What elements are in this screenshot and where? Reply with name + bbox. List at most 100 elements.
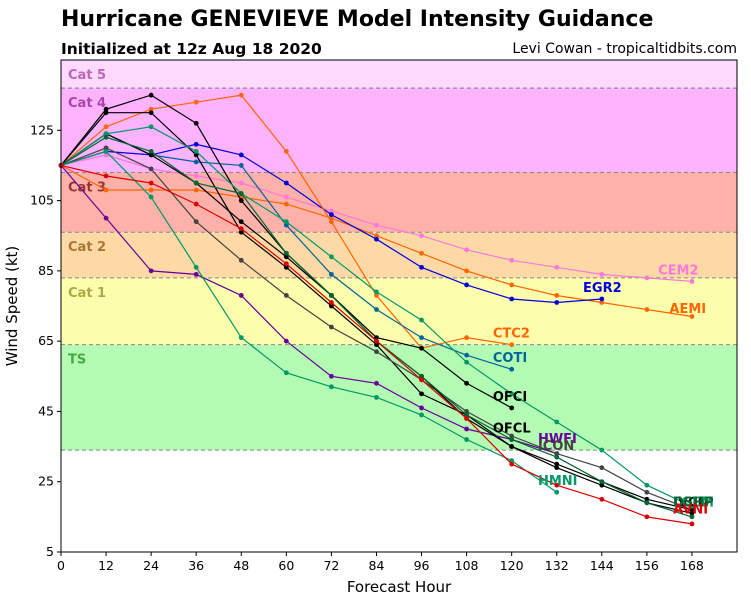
data-point-avni — [103, 173, 109, 179]
band-cat-3 — [61, 172, 737, 233]
data-point-coti — [419, 335, 424, 341]
x-tick-label: 36 — [188, 558, 204, 573]
data-point-cem2 — [329, 208, 334, 214]
series-hmni — [58, 148, 560, 495]
data-point-cem2 — [374, 222, 379, 228]
data-point-lgem — [374, 289, 379, 295]
data-point-dshp — [283, 250, 289, 256]
data-point-icon — [509, 433, 515, 439]
data-point-ivcn — [689, 507, 695, 513]
x-tick-label: 0 — [57, 558, 65, 573]
data-point-ofci — [238, 198, 244, 203]
data-point-icon — [374, 349, 379, 355]
data-point-hwfi — [193, 271, 199, 277]
series-label-hmni: HMNI — [538, 474, 578, 489]
data-point-hmni — [329, 384, 334, 390]
band-label-cat-3: Cat 3 — [68, 180, 106, 195]
x-tick-label: 48 — [233, 558, 249, 573]
data-point-aemi — [419, 250, 424, 256]
data-point-ofcl — [374, 342, 379, 348]
series-label-ivcn: IVCN — [673, 495, 708, 510]
series-line-hmni — [60, 150, 558, 493]
data-point-cem2 — [464, 247, 469, 253]
data-point-dshp — [148, 148, 154, 154]
data-point-ctc2 — [464, 335, 469, 341]
y-tick-label: 65 — [38, 333, 54, 348]
x-axis-title: Forecast Hour — [347, 578, 452, 596]
data-point-aemi — [374, 233, 379, 239]
data-point-hmni — [509, 458, 515, 464]
data-point-ctc2 — [374, 293, 379, 298]
data-point-cem2 — [193, 173, 199, 179]
data-point-lgem — [644, 482, 650, 488]
data-point-aemi — [599, 300, 605, 305]
band-cat-5 — [61, 60, 737, 89]
data-point-avni — [283, 261, 289, 267]
data-point-aemi — [464, 268, 469, 274]
series-lgem — [58, 124, 695, 509]
series-label-dshp: DSHP — [673, 495, 714, 510]
data-point-ofcl — [148, 110, 154, 116]
data-point-aemi — [148, 187, 154, 193]
y-axis-title: Wind Speed (kt) — [3, 246, 21, 367]
page-credit: Levi Cowan - tropicaltidbits.com — [512, 41, 737, 57]
data-point-icon — [148, 166, 154, 172]
data-point-ofcl — [689, 510, 695, 516]
data-point-ivcn — [554, 461, 560, 467]
data-point-hmni — [419, 412, 424, 418]
data-point-coti — [464, 352, 469, 358]
series-lines — [58, 92, 695, 527]
series-label-lgem: LGEM — [673, 495, 714, 510]
series-label-hwfi: HWFI — [538, 432, 577, 447]
data-point-dshp — [419, 373, 424, 379]
data-point-egr2 — [509, 296, 515, 302]
band-cat-1 — [61, 277, 737, 345]
data-point-egr2 — [374, 236, 379, 242]
y-tick-label: 5 — [46, 544, 54, 559]
band-label-cat-1: Cat 1 — [68, 286, 106, 301]
data-point-lgem — [464, 359, 469, 365]
data-point-hwfi — [148, 268, 154, 274]
data-point-avni — [689, 521, 695, 527]
data-point-icon — [599, 465, 605, 471]
data-point-icon — [329, 324, 334, 330]
data-point-ofcl — [599, 482, 605, 488]
data-point-icon — [193, 219, 199, 225]
data-point-ofcl — [419, 391, 424, 397]
data-point-ofcl — [103, 110, 109, 116]
series-line-hwfi — [60, 165, 557, 455]
data-point-ofcl — [238, 229, 244, 235]
data-point-icon — [464, 409, 469, 414]
series-label-ofci: OFCI — [493, 390, 527, 405]
data-point-icon — [238, 257, 244, 263]
data-point-cem2 — [509, 257, 515, 263]
intensity-bands: TS Cat 1 Cat 2 Cat 3 Cat 4 Cat 5 — [61, 60, 737, 451]
data-point-ctc2 — [148, 106, 154, 112]
data-point-aemi — [554, 293, 560, 298]
data-point-hmni — [103, 148, 109, 154]
x-tick-label: 120 — [500, 558, 524, 573]
data-point-coti — [374, 307, 379, 312]
data-point-cem2 — [644, 275, 650, 281]
data-point-lgem — [103, 131, 109, 137]
x-tick-label: 60 — [278, 558, 294, 573]
data-point-cem2 — [283, 194, 289, 200]
data-point-ivcn — [644, 496, 650, 502]
data-point-ofcl — [193, 152, 199, 158]
data-point-aemi — [193, 187, 199, 193]
data-point-ofci — [464, 380, 469, 386]
y-tick-label: 105 — [30, 193, 54, 208]
data-point-icon — [283, 293, 289, 298]
data-point-avni — [374, 338, 379, 344]
data-point-hwfi — [419, 405, 424, 411]
y-tick-label: 45 — [38, 403, 54, 418]
data-point-lgem — [193, 148, 199, 154]
data-point-lgem — [283, 219, 289, 225]
y-tick-label: 25 — [38, 474, 54, 489]
data-point-coti — [283, 222, 289, 228]
x-tick-label: 144 — [590, 558, 614, 573]
series-label-icon: ICON — [538, 439, 574, 454]
data-point-hmni — [283, 370, 289, 376]
data-point-ctc2 — [329, 219, 334, 225]
